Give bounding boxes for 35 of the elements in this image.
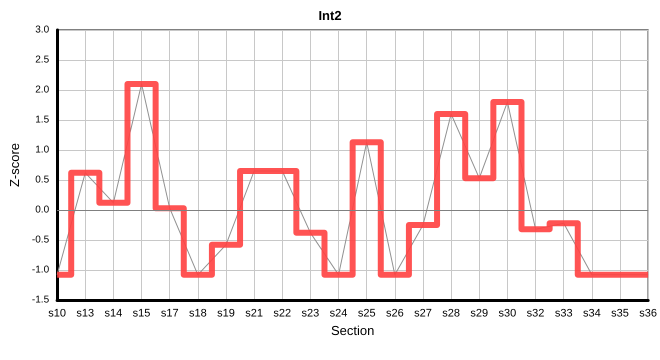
x-tick-label: s23 [302, 308, 320, 320]
x-tick-label: s36 [639, 308, 658, 320]
x-tick-label: s21 [245, 308, 264, 320]
x-tick-label: s13 [76, 308, 94, 320]
x-tick-label: s24 [330, 308, 348, 320]
y-axis-title: Z-score [7, 142, 22, 188]
x-tick-label: s32 [526, 308, 544, 320]
x-tick-label: s14 [104, 308, 122, 320]
x-tick-label: s34 [582, 308, 601, 320]
x-tick-label: s19 [217, 308, 235, 320]
y-tick-label: 0.0 [35, 204, 50, 216]
x-tick-label: s25 [358, 308, 376, 320]
x-tick-label: s30 [498, 308, 516, 320]
y-tick-label: -0.5 [32, 234, 50, 246]
y-tick-label: 3.0 [35, 24, 50, 36]
x-tick-label: s22 [273, 308, 292, 320]
x-tick-label: s26 [386, 308, 404, 320]
y-tick-label: -1.5 [32, 294, 50, 306]
x-tick-label: s10 [48, 308, 66, 320]
x-tick-label: s17 [160, 308, 179, 320]
y-tick-label: 2.0 [35, 84, 50, 96]
y-tick-label: 1.0 [35, 144, 50, 156]
x-tick-label: s18 [188, 308, 207, 320]
y-tick-label: 1.5 [35, 114, 50, 126]
y-tick-label: 0.5 [35, 174, 50, 186]
x-tick-label: s27 [414, 308, 432, 320]
x-tick-label: s33 [554, 308, 573, 320]
x-tick-label: s28 [442, 308, 460, 320]
x-tick-label: s29 [470, 308, 488, 320]
x-tick-label: s35 [611, 308, 629, 320]
chart-title: Int2 [318, 8, 342, 23]
x-axis-title: Section [330, 323, 374, 338]
y-tick-label: -1.0 [32, 264, 50, 276]
x-tick-label: s15 [132, 308, 150, 320]
y-tick-label: 2.5 [35, 54, 50, 66]
